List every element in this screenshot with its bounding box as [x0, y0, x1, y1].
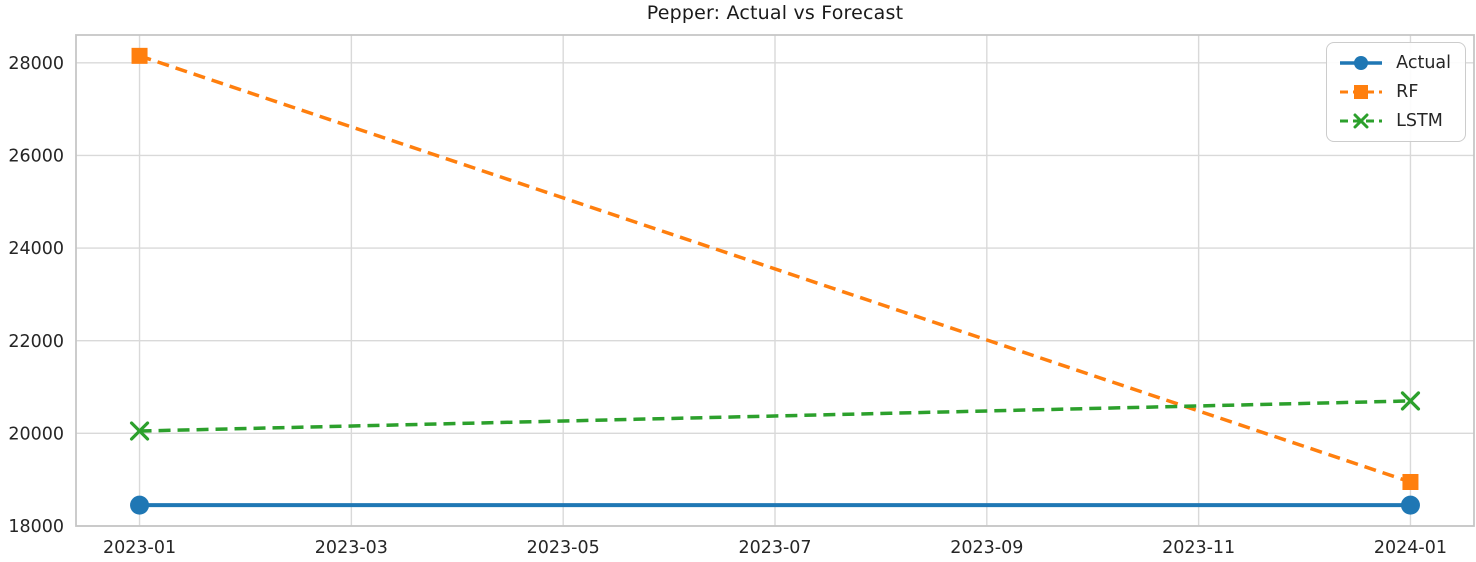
legend-sample-rf-icon: [1340, 85, 1383, 99]
legend-sample-actual-icon: [1340, 56, 1383, 70]
series-actual-marker-circle: [1400, 495, 1420, 515]
legend-item-rf: RF: [1338, 81, 1451, 103]
plot-border: [75, 34, 1475, 527]
series-rf-marker-square: [131, 47, 148, 64]
y-tick-label: 28000: [8, 54, 64, 74]
legend-marker-x: [1353, 113, 1369, 129]
legend-marker-square: [1354, 85, 1369, 99]
series-line-lstm: [139, 399, 1411, 433]
legend-label-rf: RF: [1396, 82, 1419, 102]
x-tick-label: 2024-01: [1374, 538, 1447, 558]
legend-label-lstm: LSTM: [1396, 111, 1443, 131]
chart-title: Pepper: Actual vs Forecast: [646, 2, 904, 24]
x-tick-label: 2023-01: [103, 538, 176, 558]
legend-item-actual: Actual: [1338, 52, 1451, 74]
legend: Actual RF LSTM: [1326, 42, 1466, 142]
x-tick-label: 2023-09: [950, 538, 1023, 558]
y-tick-label: 18000: [8, 517, 64, 537]
series-line-rf: [138, 54, 1412, 484]
y-tick-label: 24000: [8, 239, 64, 259]
legend-marker-circle: [1354, 56, 1369, 70]
series-lstm-marker-x: [129, 421, 150, 441]
series-rf-marker-square: [1402, 473, 1419, 490]
legend-item-lstm: LSTM: [1338, 110, 1451, 132]
series-actual-marker-circle: [130, 495, 150, 515]
x-tick-label: 2023-07: [738, 538, 811, 558]
x-tick-label: 2023-05: [527, 538, 600, 558]
x-tick-label: 2023-03: [315, 538, 388, 558]
y-tick-label: 26000: [8, 147, 64, 167]
y-tick-label: 22000: [8, 332, 64, 352]
x-tick-label: 2023-11: [1162, 538, 1235, 558]
legend-sample-lstm-icon: [1340, 113, 1383, 129]
y-tick-label: 20000: [8, 424, 64, 444]
legend-label-actual: Actual: [1396, 53, 1451, 73]
series-lstm-marker-x: [1400, 391, 1421, 411]
